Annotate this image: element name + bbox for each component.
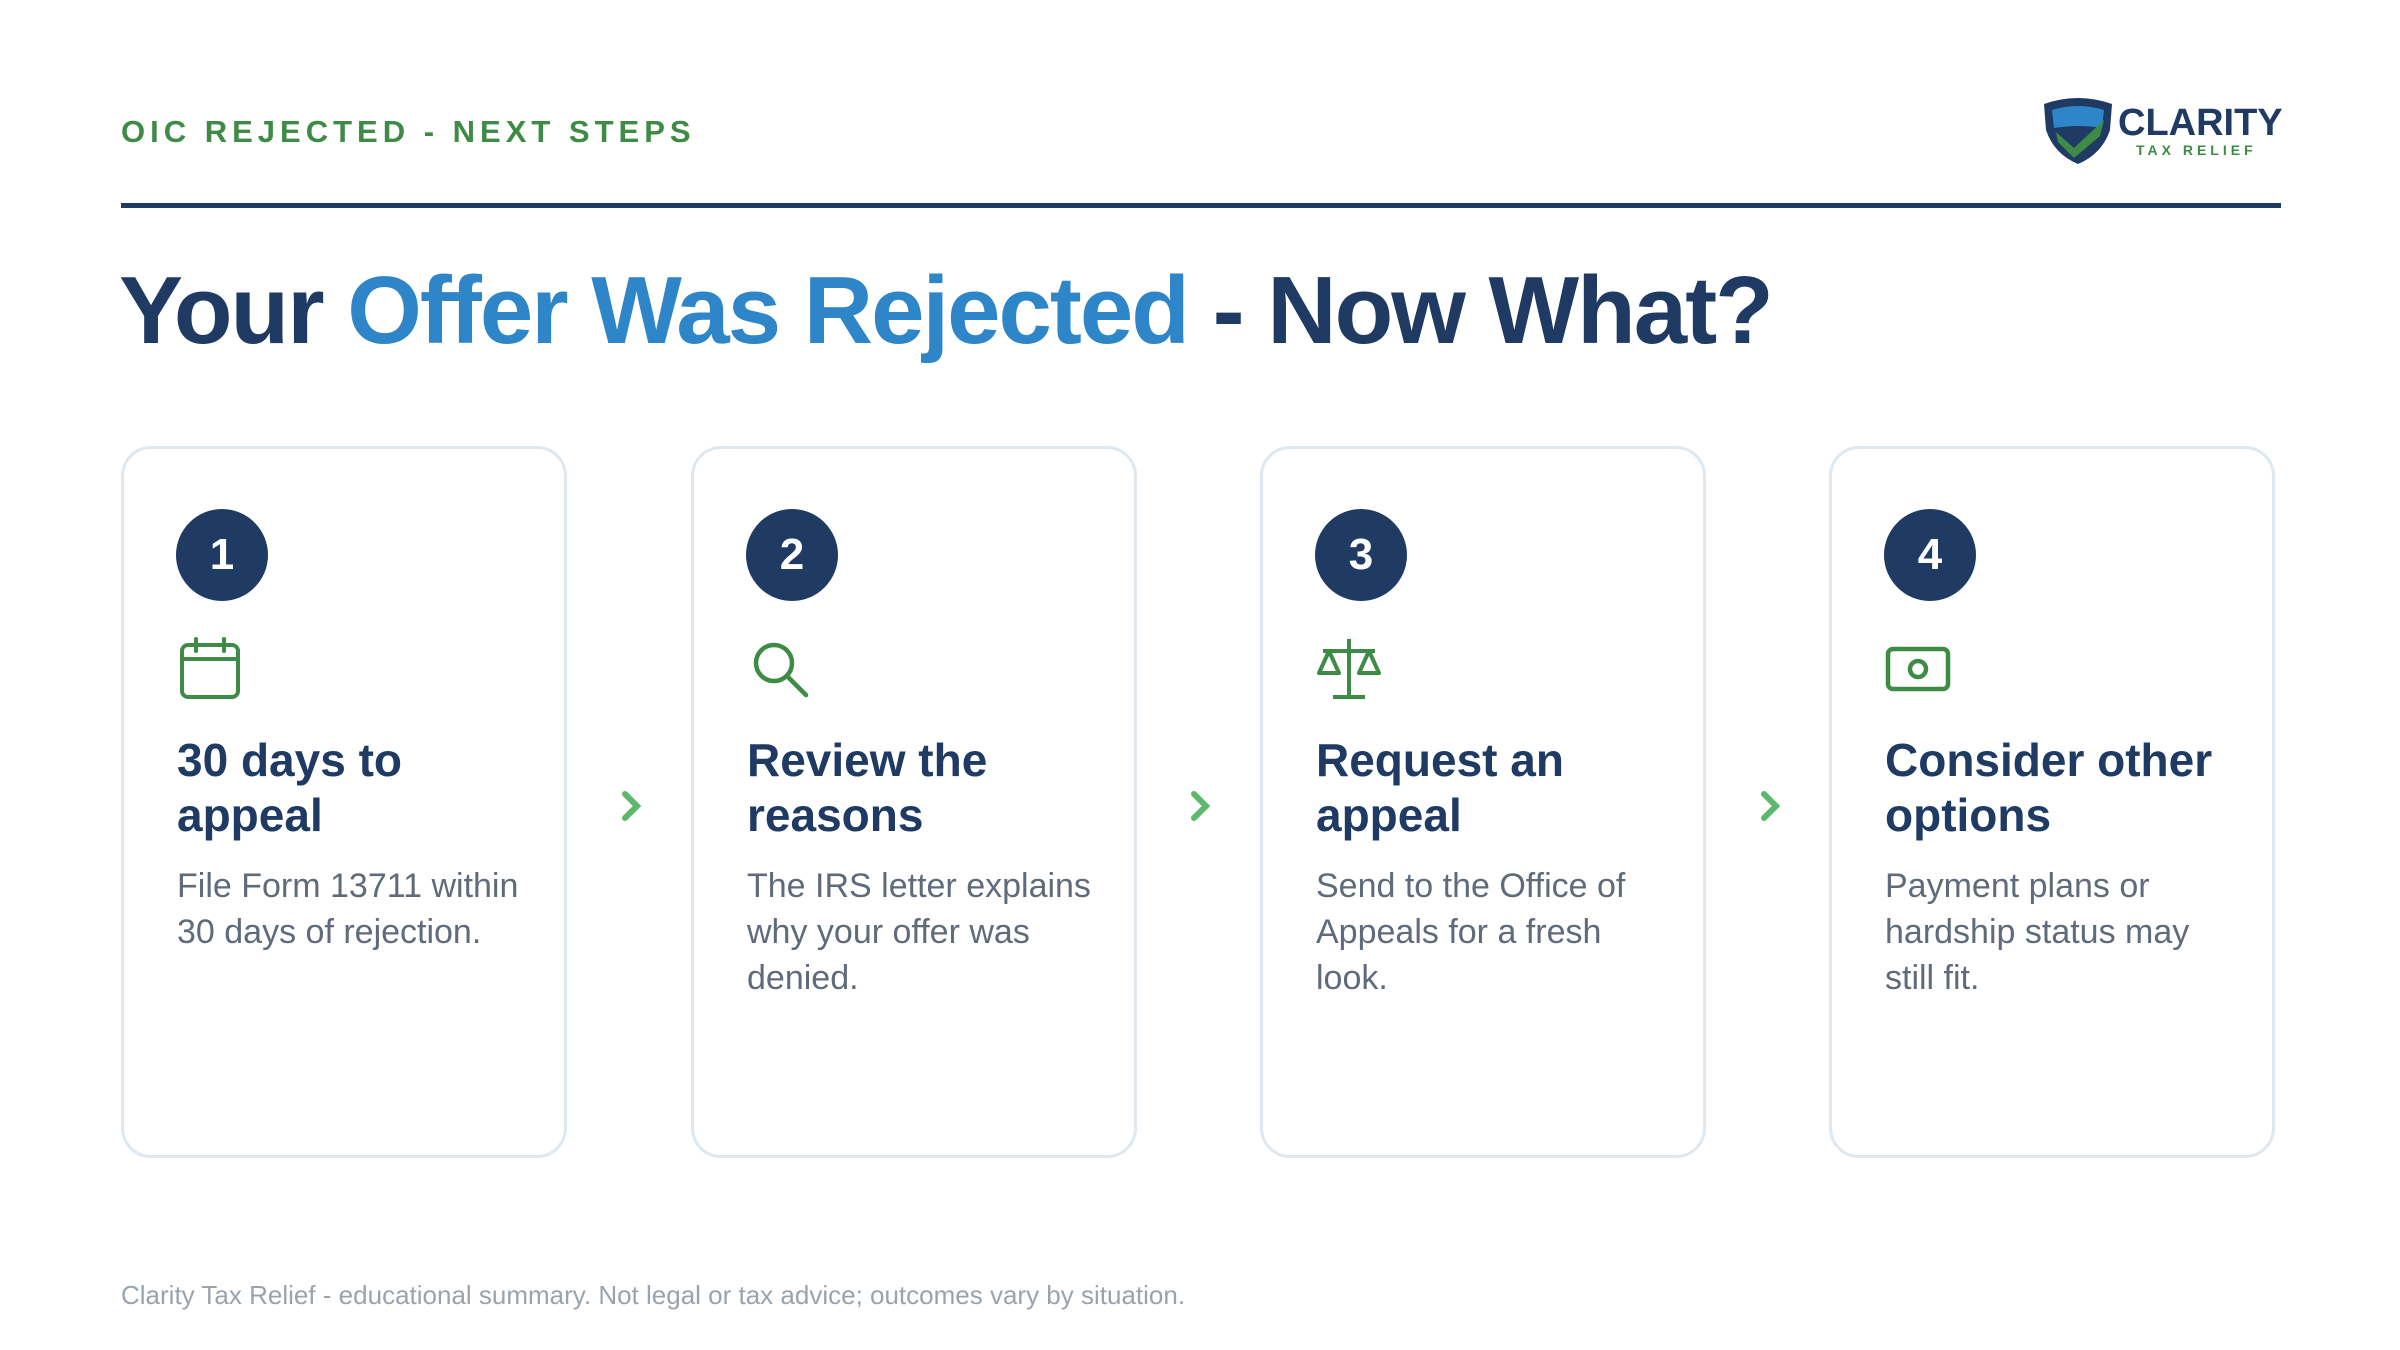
title-lead: Your bbox=[119, 257, 325, 364]
step-body: The IRS letter explains why your offer w… bbox=[747, 867, 1091, 997]
step-card: 4 Consider other options Payment plans o… bbox=[1829, 446, 2275, 1158]
step-number: 2 bbox=[746, 509, 838, 601]
step-card: 3 Request an appeal Send to the Office o… bbox=[1260, 446, 1706, 1158]
search-icon bbox=[753, 642, 809, 698]
title-highlight: Offer Was Rejected bbox=[347, 257, 1190, 364]
footer-note: Clarity Tax Relief - educational summary… bbox=[121, 1280, 1186, 1310]
page-title: Your Offer Was Rejected - Now What? bbox=[119, 256, 1774, 366]
step-arrow bbox=[1191, 791, 1211, 821]
step-card: 2 Review the reasons The IRS letter expl… bbox=[691, 446, 1137, 1158]
scale-icon bbox=[1317, 639, 1381, 699]
step-heading: 30 days to appeal bbox=[177, 734, 402, 841]
calendar-icon bbox=[180, 637, 240, 699]
step-body: File Form 13711 within 30 days of reject… bbox=[177, 867, 519, 951]
step-heading: Review the reasons bbox=[747, 734, 988, 841]
step-body: Send to the Office of Appeals for a fres… bbox=[1316, 867, 1626, 997]
step-card: 1 30 days to appeal File Form 13711 with… bbox=[121, 446, 567, 1158]
step-number: 4 bbox=[1884, 509, 1976, 601]
step-arrow bbox=[1761, 791, 1781, 821]
title-tail: - Now What? bbox=[1212, 257, 1774, 364]
header-rule bbox=[121, 203, 2281, 208]
step-heading: Consider other options bbox=[1885, 734, 2213, 841]
logo: CLARITY TAX RELIEF bbox=[2040, 96, 2283, 166]
eyebrow: OIC REJECTED - NEXT STEPS bbox=[121, 114, 696, 149]
logo-name: CLARITY bbox=[2118, 102, 2283, 144]
step-number: 3 bbox=[1315, 509, 1407, 601]
step-body: Payment plans or hardship status may sti… bbox=[1885, 867, 2190, 997]
logo-tagline: TAX RELIEF bbox=[2136, 142, 2257, 158]
logo-shield bbox=[2044, 98, 2112, 164]
step-arrow bbox=[622, 791, 642, 821]
step-heading: Request an appeal bbox=[1316, 734, 1564, 841]
step-number: 1 bbox=[176, 509, 268, 601]
money-icon bbox=[1885, 646, 1951, 692]
